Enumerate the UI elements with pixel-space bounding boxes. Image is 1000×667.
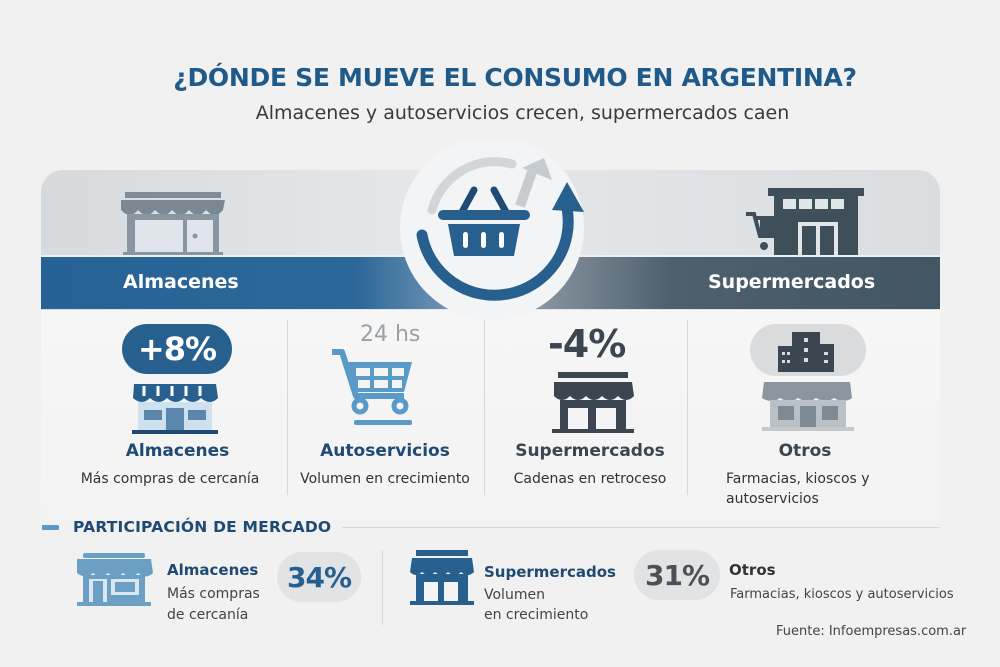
stat-label-autoservicios: 24 hs bbox=[360, 322, 421, 347]
category-title-otros: Otros bbox=[778, 441, 832, 461]
category-desc-otros-line1: Farmacias, kioscos y bbox=[726, 471, 870, 487]
share-desc-supermercados-line1: Volumen bbox=[484, 587, 545, 603]
storefront-icon bbox=[121, 192, 225, 255]
share-desc-almacenes-line1: Más compras bbox=[167, 586, 260, 602]
source-credit: Fuente: Infoempresas.com.ar bbox=[776, 624, 967, 639]
column-divider bbox=[484, 320, 485, 495]
category-desc-autoservicios: Volumen en crecimiento bbox=[300, 471, 470, 487]
shopping-cart-icon bbox=[332, 349, 412, 425]
share-title-almacenes: Almacenes bbox=[167, 561, 259, 579]
market-share-heading: PARTICIPACIÓN DE MERCADO bbox=[42, 518, 331, 536]
band-label-almacenes: Almacenes bbox=[123, 271, 239, 293]
band-label-supermercados: Supermercados bbox=[708, 271, 876, 293]
supermarket-cart-icon bbox=[746, 188, 864, 258]
category-desc-almacenes: Más compras de cercanía bbox=[80, 471, 260, 487]
page-title: ¿DÓNDE SE MUEVE EL CONSUMO EN ARGENTINA? bbox=[173, 63, 857, 92]
basket-growth-arrow-icon bbox=[400, 140, 584, 320]
stat-badge-almacenes: +8% bbox=[122, 324, 232, 374]
share-title-supermercados: Supermercados bbox=[484, 563, 616, 581]
category-title-almacenes: Almacenes bbox=[125, 441, 230, 461]
category-title-autoservicios: Autoservicios bbox=[320, 441, 450, 461]
market-share-title: PARTICIPACIÓN DE MERCADO bbox=[73, 518, 332, 536]
column-divider bbox=[687, 320, 688, 495]
storefront-icon bbox=[132, 384, 218, 434]
storefront-icon bbox=[410, 550, 474, 605]
share-desc-almacenes-line2: de cercanía bbox=[167, 607, 249, 623]
share-title-otros: Otros bbox=[729, 561, 776, 579]
column-divider bbox=[382, 550, 383, 625]
share-desc-otros: Farmacias, kioscos y autoservicios bbox=[730, 587, 954, 602]
heading-dash bbox=[42, 524, 59, 530]
share-value-supermercados: 31% bbox=[634, 550, 720, 600]
share-desc-supermercados-line2: en crecimiento bbox=[484, 607, 589, 623]
category-desc-otros-line2: autoservicios bbox=[726, 491, 819, 507]
section-rule bbox=[342, 527, 940, 528]
buildings-store-icon bbox=[750, 324, 866, 431]
storefront-icon bbox=[552, 372, 634, 433]
category-desc-supermercados: Cadenas en retroceso bbox=[513, 471, 667, 487]
column-divider bbox=[287, 320, 288, 495]
stat-badge-supermercados: -4% bbox=[548, 322, 626, 366]
page-subtitle: Almacenes y autoservicios crecen, superm… bbox=[255, 102, 790, 124]
share-value-almacenes: 34% bbox=[277, 552, 361, 602]
category-title-supermercados: Supermercados bbox=[515, 441, 665, 461]
storefront-icon bbox=[77, 553, 153, 606]
